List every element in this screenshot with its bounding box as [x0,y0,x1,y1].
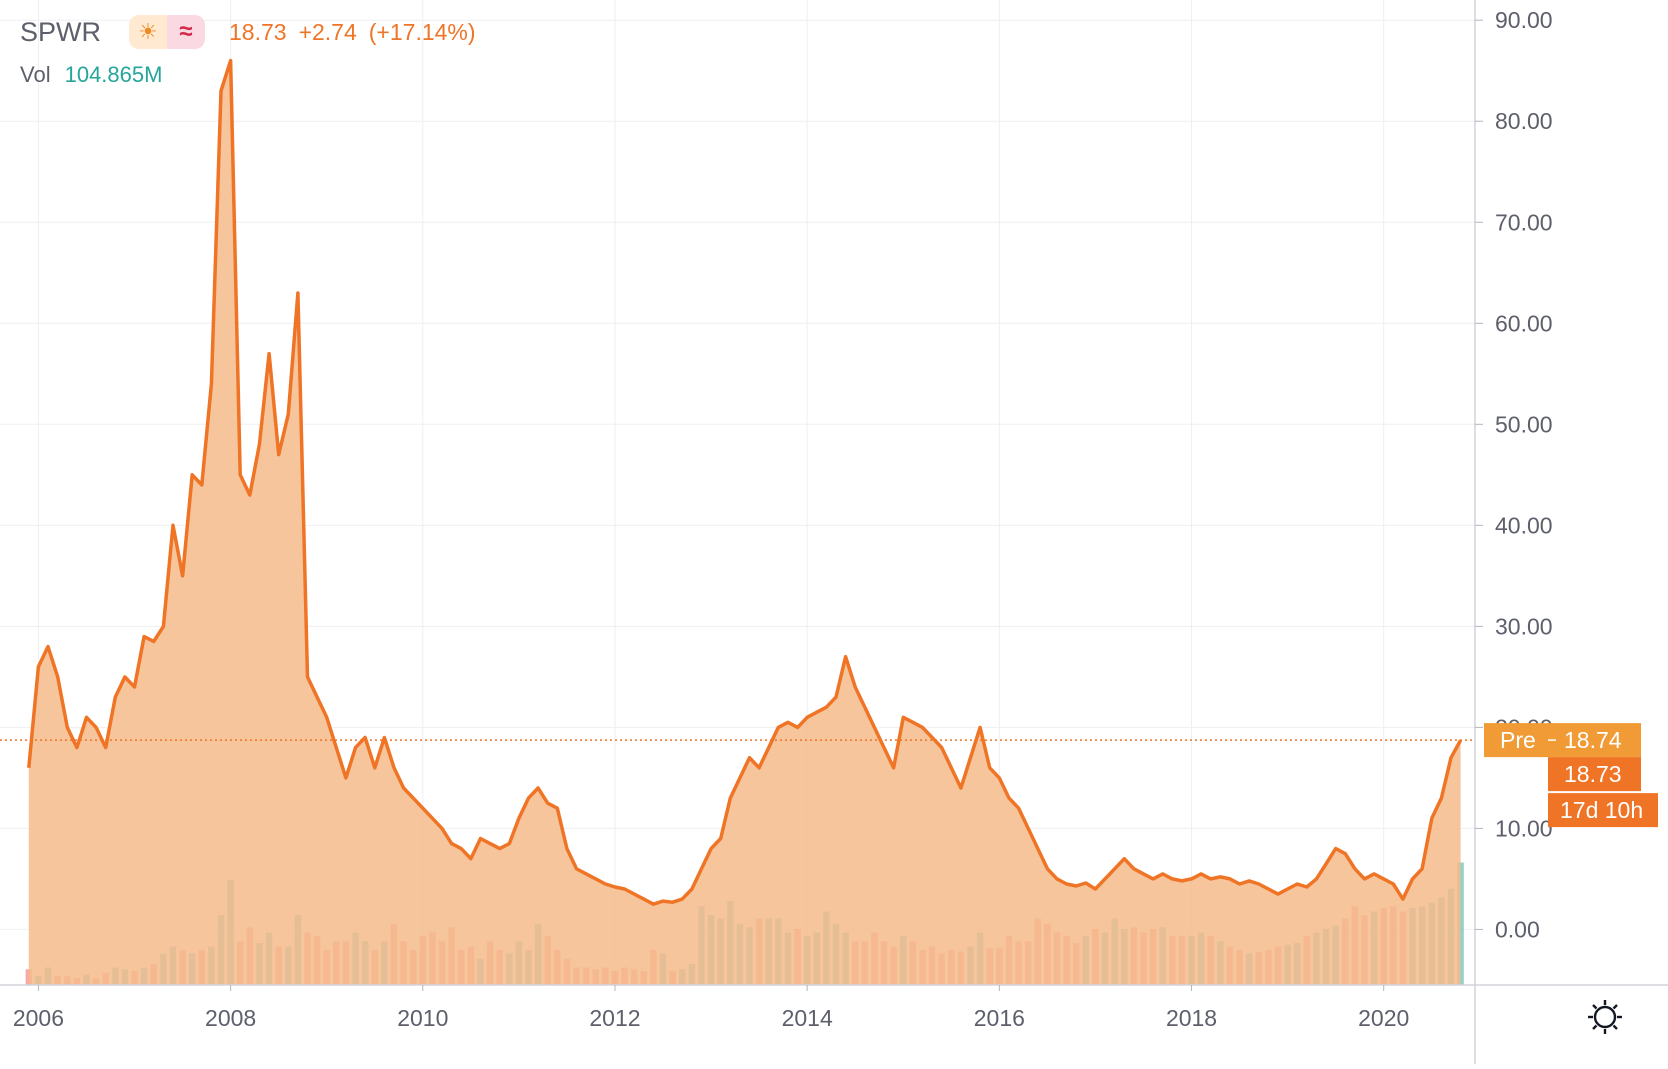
y-tick-label: 30.00 [1495,613,1553,639]
volume-legend: Vol 104.865M [20,62,162,88]
y-tick-label: 50.00 [1495,411,1553,437]
x-tick-label: 2008 [205,1005,256,1031]
pre-market-price: 18.74 [1564,727,1622,753]
price-area-fill [28,60,1461,986]
countdown-label: 17d 10h [1560,797,1643,823]
y-tick-label: 10.00 [1495,815,1553,841]
settings-gear-icon[interactable] [1588,1000,1622,1034]
price-change: +2.74 [298,18,357,45]
x-tick-label: 2006 [13,1005,64,1031]
pre-market-tag [1484,723,1641,758]
x-tick-label: 2012 [589,1005,640,1031]
x-tick-label: 2010 [397,1005,448,1031]
y-tick-label: 80.00 [1495,108,1553,134]
x-tick-label: 2014 [782,1005,833,1031]
y-tick-label: 40.00 [1495,512,1553,538]
y-tick-label: 70.00 [1495,209,1553,235]
session-icons: ☀ ≈ [129,15,205,49]
x-tick-label: 2016 [974,1005,1025,1031]
sun-icon[interactable]: ☀ [129,15,167,49]
approx-icon[interactable]: ≈ [167,15,205,49]
x-tick-label: 2020 [1358,1005,1409,1031]
price-change-percent: (+17.14%) [368,18,476,45]
last-price: 18.73 [229,18,287,45]
pre-market-tag-label: Pre [1500,727,1536,753]
y-tick-label: 60.00 [1495,310,1553,336]
y-tick-label: 90.00 [1495,7,1553,33]
y-tick-label: 0.00 [1495,916,1540,942]
legend: SPWR ☀ ≈ 18.73 +2.74 (+17.14%) [20,14,488,50]
volume-value: 104.865M [64,62,163,87]
countdown-tag [1548,793,1658,828]
last-price-tag-label: 18.73 [1564,761,1622,787]
x-tick-label: 2018 [1166,1005,1217,1031]
price-line [27,58,1463,906]
symbol-label[interactable]: SPWR [20,16,101,47]
volume-label: Vol [20,62,51,87]
last-price-tag [1548,757,1641,792]
